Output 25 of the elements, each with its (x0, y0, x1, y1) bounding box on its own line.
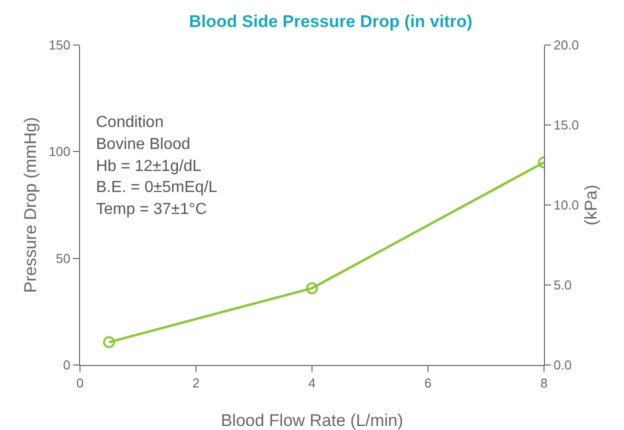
chart-title: Blood Side Pressure Drop (in vitro) (189, 12, 472, 31)
x-tick-label: 8 (540, 376, 548, 391)
y-axis-title: Pressure Drop (mmHg) (21, 117, 40, 293)
annotation: Temp = 37±1°C (96, 201, 207, 218)
y-tick-label: 150 (48, 38, 70, 53)
x-tick-label: 6 (424, 376, 432, 391)
point (103, 336, 115, 348)
annotation: Bovine Blood (96, 136, 190, 153)
x-tick-label: 4 (308, 376, 316, 391)
y2-tick-label: 10.0 (554, 198, 579, 213)
y-tick-label: 100 (48, 144, 70, 160)
y2-axis-title: (kPa) (582, 184, 600, 226)
x-axis-title: Blood Flow Rate (L/min) (220, 411, 404, 430)
y-tick-label: 0 (63, 358, 70, 373)
annotation: Condition (96, 114, 164, 131)
y2-tick-label: 15.0 (554, 118, 579, 133)
annotation: Hb = 12±1g/dL (96, 158, 202, 175)
y2-tick-label: 20.0 (554, 38, 579, 53)
y2-tick-label: 0.0 (554, 358, 572, 373)
x-tick-label: 2 (192, 376, 200, 391)
annotation: B.E. = 0±5mEq/L (96, 179, 218, 196)
point (306, 282, 318, 294)
y-tick-label: 50 (56, 250, 70, 266)
x-tick-label: 0 (76, 376, 84, 391)
y2-tick-label: 5.0 (554, 278, 572, 293)
